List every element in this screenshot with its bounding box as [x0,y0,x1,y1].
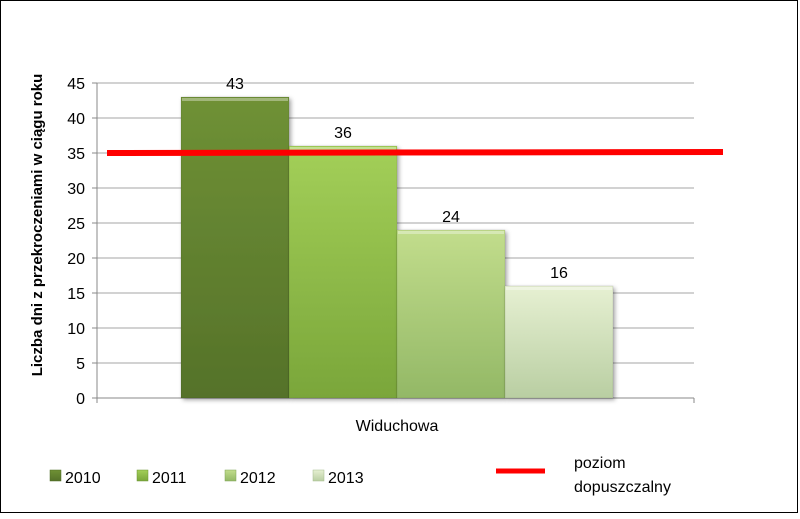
data-label-2012: 24 [442,209,460,226]
bar-2013 [504,285,614,399]
y-axis-title: Liczba dni z przekroczeniami w ciągu rok… [29,74,46,377]
legend-reference-label-line1: poziom [574,455,626,472]
data-label-2010: 43 [226,76,244,93]
y-tick-label: 5 [76,356,85,373]
y-tick-label: 40 [67,111,85,128]
bar-2012 [396,229,506,399]
reference-line [106,149,724,156]
y-tick-label: 0 [76,391,85,408]
legend-label-2012: 2012 [240,470,276,487]
y-tick-label: 30 [67,181,85,198]
y-tick-label: 10 [67,321,85,338]
legend-swatch-2012 [224,469,237,482]
legend-label-2011: 2011 [152,470,187,487]
bar-highlight-2010 [182,98,288,101]
bar-2010 [180,96,290,399]
legend-swatch-2013 [312,469,325,482]
x-category-label: Widuchowa [356,418,439,435]
legend-label-2013: 2013 [328,470,364,487]
y-tick-label: 25 [67,216,85,233]
bar-highlight-2012 [398,231,504,234]
legend-swatch-2011 [136,469,149,482]
bar-highlight-2013 [506,287,612,290]
y-tick-label: 15 [67,286,85,303]
legend-swatch-2010 [49,469,62,482]
legend-reference-label-line2: dopuszczalny [574,479,671,496]
bar-2011 [288,145,398,399]
legend: 2010 2011 2012 2013 poziom dopuszczalny [49,455,671,496]
bar-highlight-2011 [290,147,396,150]
data-label-2011: 36 [334,125,352,142]
data-label-2013: 16 [550,265,568,282]
y-tick-label: 20 [67,251,85,268]
y-tick-label: 45 [67,76,85,93]
legend-label-2010: 2010 [65,470,101,487]
y-tick-label: 35 [67,146,85,163]
